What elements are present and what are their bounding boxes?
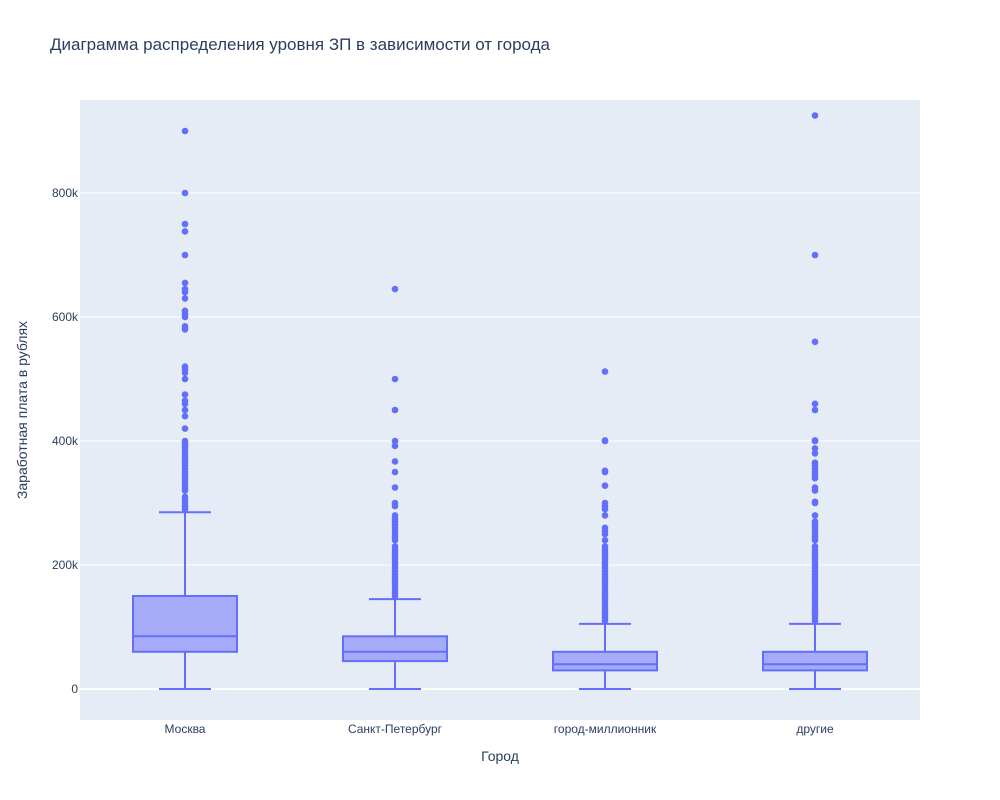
grid-lines — [80, 192, 920, 690]
outlier-point — [811, 512, 819, 519]
x-tick-label: Москва — [165, 722, 206, 736]
box-group — [342, 285, 448, 690]
outlier-point — [811, 518, 819, 525]
outlier-point — [181, 228, 189, 235]
outlier-point — [811, 445, 819, 452]
outlier-point — [391, 468, 399, 476]
outlier-point — [181, 295, 189, 302]
outlier-point — [811, 498, 819, 506]
outlier-point — [391, 442, 399, 450]
x-tick-label: Санкт-Петербург — [348, 722, 443, 736]
outlier-point — [391, 437, 399, 445]
outlier-point — [181, 412, 189, 420]
outlier-point — [181, 251, 189, 259]
outlier-point — [391, 484, 399, 491]
outlier-point — [181, 363, 189, 370]
outlier-point — [391, 406, 399, 414]
outlier-point — [601, 524, 609, 532]
outlier-point — [811, 251, 819, 259]
outlier-point — [391, 375, 399, 383]
outlier-point — [811, 459, 819, 467]
outlier-point — [181, 307, 189, 315]
y-tick-label: 400k — [52, 434, 79, 448]
outlier-point — [601, 437, 609, 444]
outlier-point — [391, 512, 399, 519]
box-iqr — [552, 650, 658, 672]
y-tick-label: 0 — [71, 682, 78, 696]
outlier-point — [391, 499, 399, 507]
outlier-point — [811, 484, 819, 491]
outlier-point — [811, 406, 819, 414]
y-axis-ticks: 0 200k 400k 600k 800k — [52, 186, 79, 696]
box-iqr — [342, 635, 448, 663]
x-tick-label: другие — [796, 722, 834, 736]
y-tick-label: 800k — [52, 186, 79, 200]
box-group — [552, 368, 658, 690]
outlier-point — [601, 467, 609, 475]
x-axis-ticks: Москва Санкт-Петербург город-миллионник дру… — [165, 722, 834, 736]
outlier-point — [181, 437, 189, 445]
outlier-point — [181, 279, 189, 287]
outlier-point — [811, 450, 819, 457]
outlier-point — [601, 512, 609, 519]
outlier-point — [181, 189, 189, 197]
outlier-point — [181, 397, 189, 405]
outlier-point — [601, 368, 609, 375]
outlier-point — [601, 482, 609, 489]
box-group — [132, 127, 238, 690]
outlier-point — [181, 391, 189, 398]
x-tick-label: город-миллионник — [554, 722, 657, 736]
box-iqr — [132, 595, 238, 653]
outlier-point — [391, 543, 399, 550]
y-tick-label: 200k — [52, 558, 79, 572]
outlier-point — [181, 493, 189, 501]
outlier-point — [601, 499, 609, 507]
y-tick-label: 600k — [52, 310, 79, 324]
outlier-point — [181, 375, 189, 383]
outlier-point — [181, 323, 189, 330]
x-axis-title: Город — [481, 748, 519, 764]
outlier-point — [181, 127, 189, 135]
y-axis-title: Заработная плата в рублях — [14, 321, 30, 499]
outlier-point — [181, 285, 189, 293]
outlier-point — [391, 285, 399, 293]
outlier-point — [181, 425, 189, 432]
boxes — [132, 112, 868, 690]
outlier-point — [811, 437, 819, 444]
outlier-point — [811, 112, 819, 119]
box-group — [762, 112, 868, 690]
outlier-point — [811, 543, 819, 550]
outlier-point — [391, 458, 399, 465]
outlier-point — [811, 338, 819, 346]
box-iqr — [762, 650, 868, 672]
outlier-point — [601, 543, 609, 550]
chart-title: Диаграмма распределения уровня ЗП в зави… — [50, 35, 551, 54]
outlier-point — [181, 406, 189, 414]
outlier-point — [811, 400, 819, 408]
outlier-point — [601, 536, 609, 544]
outlier-point — [181, 220, 189, 228]
